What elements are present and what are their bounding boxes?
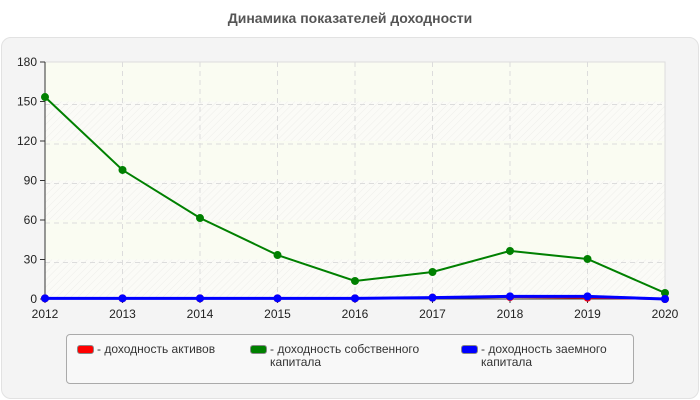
svg-text:2018: 2018 bbox=[497, 307, 524, 321]
legend-label: - доходность собственного капитала bbox=[270, 342, 420, 369]
svg-text:2013: 2013 bbox=[109, 307, 136, 321]
grid-lines bbox=[45, 62, 665, 299]
svg-text:2017: 2017 bbox=[419, 307, 446, 321]
svg-text:120: 120 bbox=[17, 134, 37, 148]
svg-text:30: 30 bbox=[24, 253, 38, 267]
svg-text:90: 90 bbox=[24, 174, 38, 188]
svg-text:2019: 2019 bbox=[574, 307, 601, 321]
chart-title: Динамика показателей доходности bbox=[227, 10, 473, 26]
svg-text:2014: 2014 bbox=[187, 307, 214, 321]
svg-text:2020: 2020 bbox=[652, 307, 679, 321]
legend-swatch-blue bbox=[461, 345, 478, 354]
legend-item-rod: - доходность заемного капитала bbox=[461, 343, 631, 369]
svg-text:2012: 2012 bbox=[32, 307, 59, 321]
series-lines bbox=[41, 93, 669, 303]
svg-text:2015: 2015 bbox=[264, 307, 291, 321]
legend-swatch-red bbox=[77, 345, 94, 354]
svg-text:150: 150 bbox=[17, 95, 37, 109]
legend-item-roe: - доходность собственного капитала bbox=[250, 343, 420, 369]
legend-label: - доходность активов bbox=[97, 342, 216, 356]
legend: - доходность активов - доходность собств… bbox=[66, 334, 634, 384]
legend-swatch-green bbox=[250, 345, 267, 354]
legend-item-roa: - доходность активов bbox=[77, 343, 247, 356]
svg-text:0: 0 bbox=[30, 292, 37, 306]
legend-label: - доходность заемного капитала bbox=[481, 342, 607, 369]
svg-text:60: 60 bbox=[24, 213, 38, 227]
svg-text:2016: 2016 bbox=[342, 307, 369, 321]
svg-text:180: 180 bbox=[17, 55, 37, 69]
